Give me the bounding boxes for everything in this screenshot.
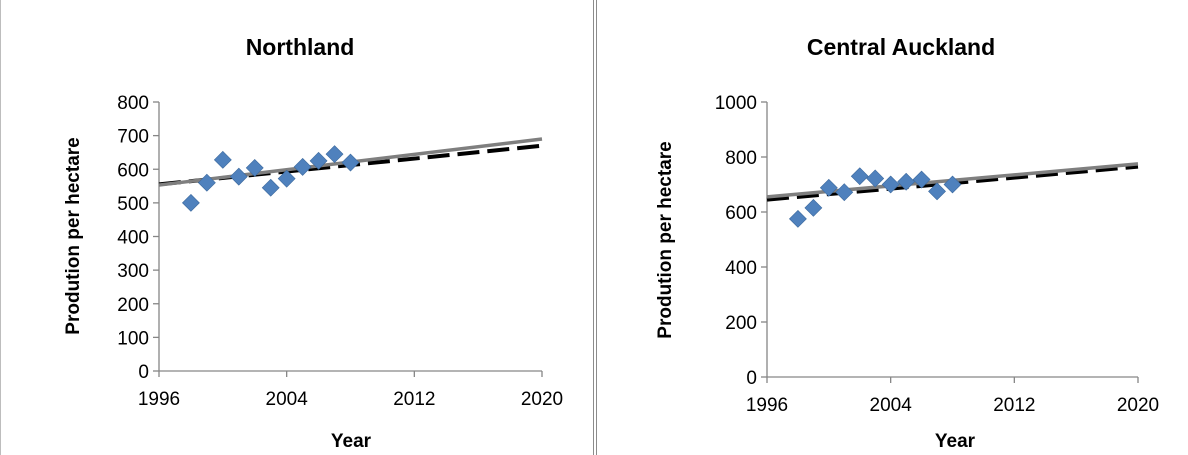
data-point-marker: [197, 173, 216, 192]
x-tick-label: 2020: [521, 389, 563, 410]
data-point-marker: [866, 169, 885, 188]
x-tick-label: 2020: [1117, 395, 1159, 416]
y-tick-label: 200: [725, 313, 757, 334]
y-tick-label: 500: [117, 194, 149, 215]
data-point-marker: [850, 167, 869, 186]
data-point-marker: [261, 178, 280, 197]
data-point-marker: [835, 183, 854, 202]
data-point-marker: [325, 145, 344, 164]
x-axis-label: Year: [935, 431, 976, 452]
data-point-marker: [181, 193, 200, 212]
x-tick-label: 2004: [266, 389, 309, 410]
data-point-marker: [229, 167, 248, 186]
data-point-marker: [309, 151, 328, 170]
chart-panel-northland: Northland Prodution per hectare Year 0 10…: [0, 0, 594, 455]
y-tick-label: 800: [117, 93, 149, 114]
y-tick-label: 400: [725, 258, 757, 279]
y-tick-label: 400: [117, 228, 149, 249]
data-point-marker: [277, 169, 296, 188]
chart-title: Northland: [246, 34, 355, 60]
y-tick-label: 200: [117, 295, 149, 316]
chart-central-auckland: Central Auckland Prodution per hectare Y…: [655, 34, 1159, 452]
data-point-marker: [804, 198, 823, 217]
data-point-marker: [341, 153, 360, 172]
data-point-marker: [293, 157, 312, 176]
y-tick-label: 0: [746, 368, 757, 389]
y-tick-label: 700: [117, 127, 149, 148]
y-tick-label: 300: [117, 261, 149, 282]
chart-northland: Northland Prodution per hectare Year 0 10…: [63, 34, 563, 452]
x-tick-label: 2012: [993, 395, 1035, 416]
x-tick-label: 2004: [870, 395, 913, 416]
x-axis-label: Year: [331, 431, 372, 452]
chart-panel-central-auckland: Central Auckland Prodution per hectare Y…: [596, 0, 1188, 455]
y-tick-label: 600: [117, 160, 149, 181]
y-tick-label: 600: [725, 203, 757, 224]
y-axis-label: Prodution per hectare: [655, 141, 676, 338]
y-tick-label: 0: [138, 362, 149, 383]
data-point-marker: [943, 175, 962, 194]
y-tick-label: 100: [117, 328, 149, 349]
data-point-marker: [819, 178, 838, 197]
data-point-marker: [912, 170, 931, 189]
data-point-marker: [213, 150, 232, 169]
x-tick-label: 2012: [393, 389, 435, 410]
x-tick-label: 1996: [746, 395, 788, 416]
data-point-marker: [881, 175, 900, 194]
chart-title: Central Auckland: [807, 34, 995, 60]
data-point-marker: [245, 158, 264, 177]
x-tick-label: 1996: [138, 389, 180, 410]
y-axis-label: Prodution per hectare: [63, 137, 84, 334]
y-tick-label: 1000: [715, 93, 757, 114]
data-point-marker: [788, 209, 807, 228]
data-point-marker: [897, 172, 916, 191]
data-point-marker: [928, 182, 946, 201]
y-tick-label: 800: [725, 148, 757, 169]
